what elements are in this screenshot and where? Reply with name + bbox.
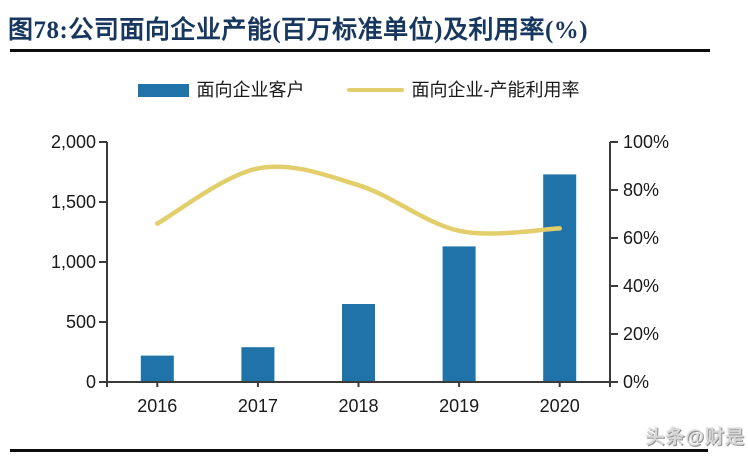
- bar-series-swatch-icon: [137, 83, 189, 97]
- utilization-line: [155, 164, 562, 236]
- bar-2020: [543, 174, 577, 382]
- svg-text:2019: 2019: [439, 396, 479, 416]
- line-series-swatch-icon: [346, 88, 404, 92]
- svg-text:0%: 0%: [623, 372, 649, 392]
- bar-2016: [140, 355, 174, 382]
- legend-item-bar: 面向企业客户: [137, 80, 305, 100]
- bar-2018: [342, 304, 375, 382]
- bar-2019: [442, 246, 476, 382]
- svg-text:500: 500: [66, 312, 96, 332]
- svg-text:1,000: 1,000: [51, 252, 96, 272]
- svg-text:2020: 2020: [540, 396, 580, 416]
- svg-text:1,500: 1,500: [51, 192, 96, 212]
- bottom-divider: [10, 449, 708, 452]
- chart-legend: 面向企业客户 面向企业-产能利用率: [0, 80, 717, 100]
- svg-text:0: 0: [86, 372, 96, 392]
- svg-text:2,000: 2,000: [51, 132, 96, 152]
- svg-text:20%: 20%: [623, 324, 659, 344]
- legend-item-line: 面向企业-产能利用率: [346, 80, 580, 100]
- svg-text:2016: 2016: [137, 396, 177, 416]
- legend-bar-label: 面向企业客户: [196, 80, 305, 100]
- chart-svg: 0 500 1,000 1,500 2,000 0% 20% 40% 60% 80% 100% 201…: [51, 132, 669, 416]
- svg-text:2017: 2017: [238, 396, 278, 416]
- figure-title: 图78:公司面向企业产能(百万标准单位)及利用率(%): [8, 17, 589, 44]
- svg-text:40%: 40%: [623, 276, 659, 296]
- legend-line-label: 面向企业-产能利用率: [411, 80, 580, 100]
- svg-text:100%: 100%: [623, 132, 669, 152]
- svg-text:60%: 60%: [623, 228, 659, 248]
- svg-text:80%: 80%: [623, 180, 659, 200]
- bar-2017: [241, 347, 275, 382]
- svg-text:2018: 2018: [338, 396, 378, 416]
- watermark: 头条@财是: [645, 427, 745, 448]
- title-underline: [10, 49, 710, 52]
